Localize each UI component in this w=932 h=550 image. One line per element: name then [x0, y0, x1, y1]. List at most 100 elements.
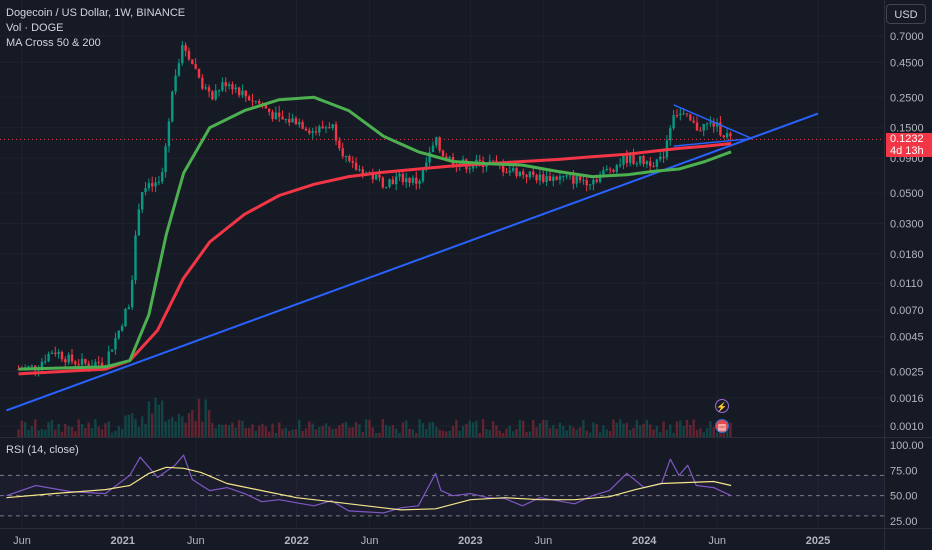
volume-bar — [318, 426, 321, 437]
volume-bar — [622, 423, 625, 437]
volume-bar — [144, 423, 147, 437]
candle-body — [652, 166, 655, 168]
candle-body — [692, 120, 695, 123]
y-tick-label: 0.0025 — [890, 366, 924, 378]
volume-bar — [184, 422, 187, 437]
volume-bar — [395, 428, 398, 437]
volume-bar — [628, 429, 632, 437]
volume-bar — [304, 428, 308, 437]
volume-bar — [120, 428, 124, 437]
volume-bar — [134, 419, 137, 437]
volume-bar — [431, 421, 435, 437]
volume-bar — [60, 431, 64, 437]
volume-bar — [665, 429, 669, 437]
volume-bar — [532, 420, 535, 437]
candle-body — [40, 361, 44, 369]
candle-body — [247, 96, 251, 101]
candle-body — [311, 131, 314, 134]
candle-body — [30, 365, 34, 367]
volume-bar — [428, 422, 431, 437]
volume-bar — [612, 419, 615, 437]
candle-body — [207, 87, 211, 92]
volume-bar — [231, 422, 234, 437]
candle-body — [120, 326, 124, 331]
volume-bar — [344, 421, 348, 437]
volume-bar — [689, 424, 692, 437]
symbol-title[interactable]: Dogecoin / US Dollar, 1W, BINANCE — [6, 7, 186, 19]
volume-bar — [94, 419, 97, 437]
candle-body — [187, 50, 191, 60]
volume-bar — [709, 421, 712, 437]
candle-body — [77, 364, 80, 366]
candle-body — [428, 152, 431, 163]
candle-body — [659, 156, 662, 160]
candle-body — [518, 171, 522, 176]
volume-bar — [97, 426, 100, 437]
candle-body — [615, 165, 618, 172]
volume-bar — [695, 429, 699, 437]
candle-body — [341, 148, 344, 157]
volume-bar — [151, 413, 154, 437]
volume-bars — [17, 397, 732, 437]
candle-body — [100, 362, 104, 366]
volume-bar — [562, 425, 565, 437]
volume-bar — [274, 432, 278, 437]
candle-body — [689, 114, 692, 121]
volume-bar — [194, 421, 197, 437]
volume-bar — [301, 430, 304, 437]
candle-body — [438, 137, 441, 151]
volume-bar — [729, 422, 732, 437]
candle-body — [308, 130, 311, 134]
volume-bar — [177, 414, 181, 437]
volume-bar — [308, 421, 311, 437]
volume-bar — [585, 430, 588, 437]
y-tick-label: 0.2500 — [890, 92, 924, 104]
volume-bar — [298, 419, 301, 437]
candle-body — [485, 164, 488, 167]
volume-bar — [679, 420, 682, 437]
rsi-label[interactable]: RSI (14, close) — [6, 444, 79, 456]
candle-body — [418, 181, 421, 184]
volume-bar — [378, 432, 381, 437]
candle-body — [54, 352, 57, 354]
candle-body — [50, 352, 54, 354]
volume-bar — [421, 423, 425, 437]
volume-bar — [161, 400, 164, 437]
volume-bar — [411, 429, 415, 437]
candle-body — [114, 338, 117, 350]
volume-label[interactable]: Vol · DOGE — [6, 22, 64, 34]
candle-body — [321, 126, 324, 129]
volume-bar — [481, 419, 485, 437]
candle-body — [60, 351, 64, 360]
volume-bar — [425, 428, 428, 437]
candle-body — [532, 171, 535, 175]
volume-bar — [528, 431, 532, 437]
y-tick-label: 0.1500 — [890, 123, 924, 135]
volume-bar — [445, 431, 448, 437]
currency-button[interactable]: USD — [886, 4, 926, 24]
volume-bar — [44, 429, 47, 437]
volume-bar — [50, 420, 54, 437]
lightning-icon[interactable]: ⚡ — [715, 399, 729, 413]
volume-bar — [338, 425, 341, 437]
ma-cross-label[interactable]: MA Cross 50 & 200 — [6, 37, 101, 49]
us-flag-icon[interactable]: ▤ — [715, 419, 729, 433]
volume-bar — [632, 428, 635, 437]
candle-body — [425, 162, 428, 169]
volume-bar — [381, 419, 385, 437]
volume-bar — [578, 427, 582, 437]
volume-bar — [354, 421, 358, 437]
candle-body — [431, 145, 435, 153]
volume-bar — [288, 430, 291, 437]
volume-bar — [147, 401, 151, 437]
volume-bar — [77, 419, 80, 437]
candle-body — [501, 164, 505, 173]
volume-bar — [374, 432, 378, 437]
candle-body — [281, 116, 284, 120]
volume-bar — [518, 419, 522, 437]
candle-body — [27, 366, 30, 368]
candle-body — [288, 119, 291, 123]
volume-bar — [167, 419, 171, 437]
volume-bar — [351, 427, 354, 437]
